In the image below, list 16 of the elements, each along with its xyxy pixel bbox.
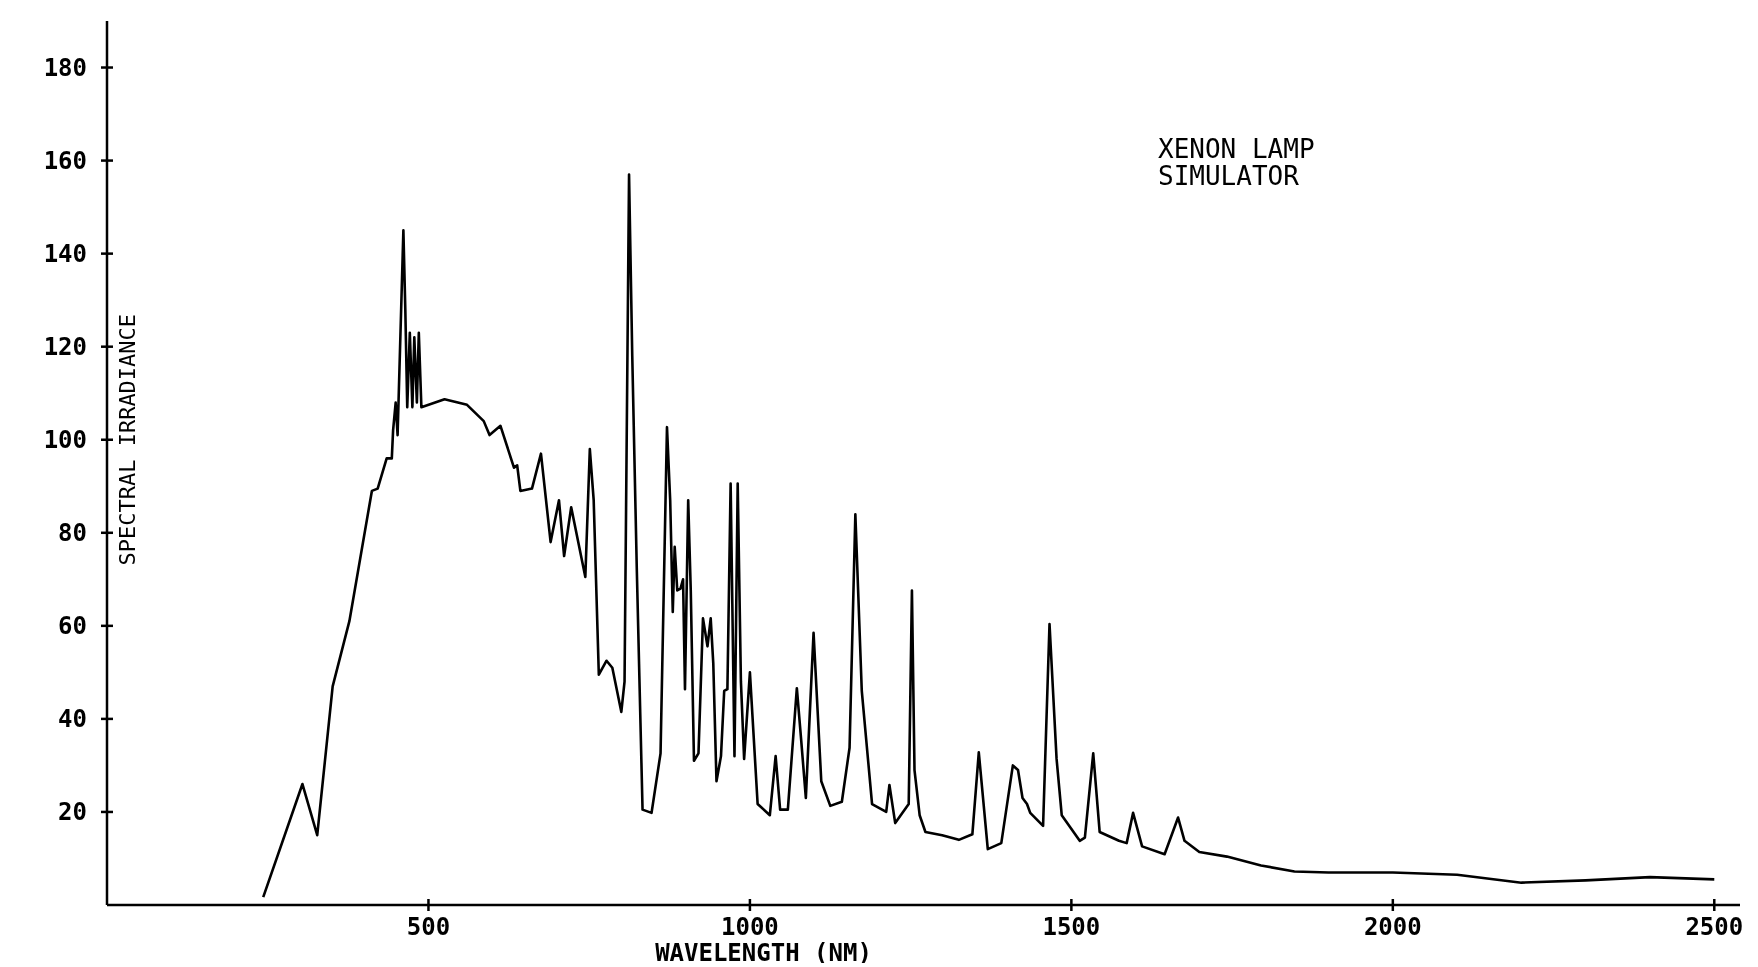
y-tick-label: 40 bbox=[58, 705, 87, 734]
y-tick-label: 80 bbox=[58, 519, 87, 548]
x-tick-label: 1500 bbox=[1042, 913, 1101, 941]
y-tick-label: 20 bbox=[58, 798, 87, 827]
y-axis-title: SPECTRAL IRRADIANCE bbox=[115, 313, 140, 566]
x-tick-label: 1000 bbox=[721, 913, 779, 941]
x-tick-label: 2500 bbox=[1685, 913, 1744, 941]
y-tick-label: 60 bbox=[58, 612, 87, 641]
annotation: XENON LAMP SIMULATOR bbox=[1158, 134, 1315, 192]
y-tick-label: 180 bbox=[43, 53, 87, 82]
y-tick-label: 160 bbox=[43, 146, 87, 175]
x-tick-label: 2000 bbox=[1363, 913, 1422, 941]
x-tick-label: 500 bbox=[406, 913, 451, 941]
y-tick-label: 140 bbox=[43, 240, 87, 269]
y-tick-label: 120 bbox=[43, 333, 87, 362]
y-tick-label: 100 bbox=[43, 426, 87, 455]
